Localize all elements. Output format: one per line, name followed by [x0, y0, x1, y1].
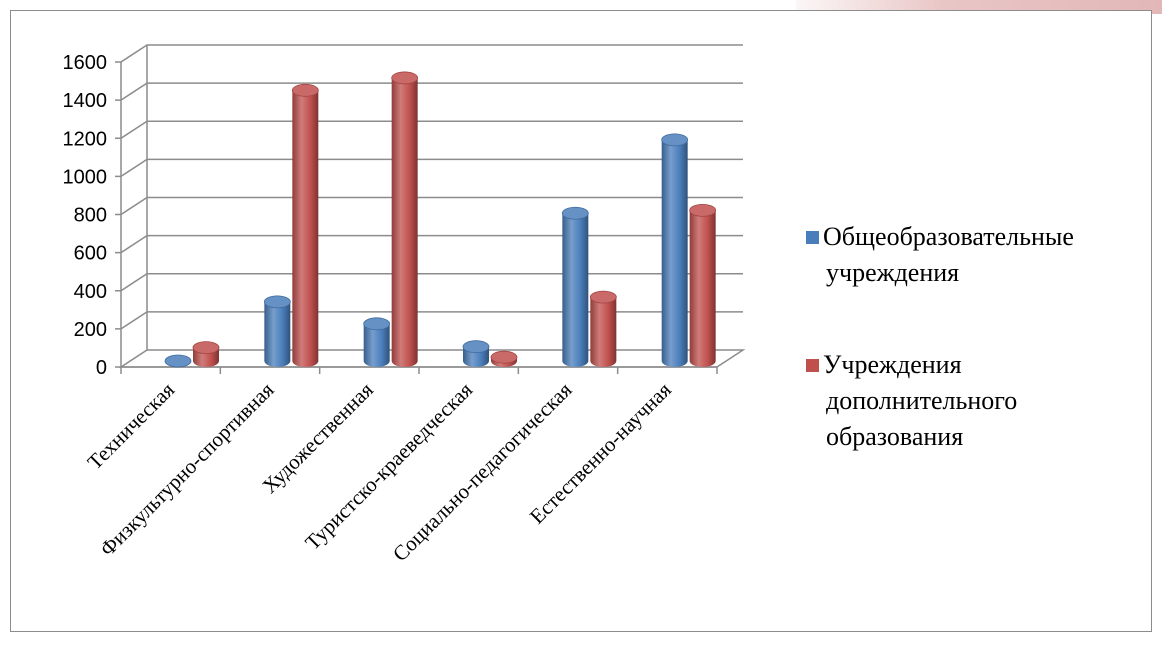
bars	[164, 71, 717, 368]
legend-swatch	[806, 231, 819, 244]
y-tick-label: 1000	[63, 166, 108, 188]
gridline	[120, 44, 743, 63]
gridline	[120, 120, 743, 139]
y-tick-label: 600	[74, 243, 107, 265]
gridline	[120, 82, 743, 101]
chart-walls	[118, 45, 746, 368]
bar	[192, 341, 220, 367]
y-tick-label: 1400	[63, 90, 108, 112]
bar	[661, 133, 689, 367]
bar-top	[561, 206, 589, 220]
bar-chart: 0 200 400 600 800 1000 1200 1400 1600 Техническа…	[63, 44, 1074, 566]
gridline	[120, 234, 743, 254]
bar	[490, 350, 518, 367]
bar-body	[391, 77, 418, 367]
category-label: Социально-педагогическая	[388, 377, 577, 566]
bar-body	[590, 297, 617, 367]
bar-top	[689, 204, 717, 217]
bar-top	[490, 350, 518, 364]
bar	[363, 317, 391, 367]
legend-swatch	[806, 359, 819, 372]
bar-top	[263, 295, 291, 309]
bar	[263, 295, 291, 367]
bar	[561, 206, 589, 367]
y-tick-label: 1600	[63, 52, 108, 74]
bar-top	[291, 83, 319, 97]
bar-top	[462, 340, 490, 354]
gridline	[120, 158, 743, 178]
bar-body	[689, 210, 716, 367]
gridline	[120, 311, 743, 330]
y-tick-label: 1200	[63, 128, 108, 150]
bar-top	[589, 290, 617, 304]
y-tick-labels: 0 200 400 600 800 1000 1200 1400 1600	[63, 52, 108, 379]
bar-top	[164, 354, 192, 368]
bar	[462, 340, 490, 367]
category-label: Физкультурно-спортивная	[95, 377, 279, 561]
bar	[589, 290, 617, 367]
chart-frame: 0 200 400 600 800 1000 1200 1400 1600 Техническа…	[10, 10, 1152, 632]
bar-body	[264, 301, 291, 367]
category-label: Туристско-краеведческая	[300, 377, 477, 554]
category-label: Техническая	[83, 377, 180, 474]
y-tick-label: 0	[96, 357, 107, 379]
gridlines	[120, 44, 743, 330]
bar-body	[661, 139, 688, 367]
legend-label: дополнительного	[826, 386, 1017, 415]
gridline	[120, 196, 743, 216]
bar-top	[363, 317, 391, 331]
y-tick-label: 800	[74, 205, 107, 227]
legend-label: образования	[826, 422, 963, 451]
legend-label: Общеобразовательные	[823, 222, 1074, 251]
bar	[291, 83, 319, 367]
legend-label: Учреждения	[823, 350, 962, 379]
bar-body	[292, 90, 319, 367]
bar-top	[192, 341, 220, 355]
gridline	[120, 273, 743, 292]
y-tick-label: 200	[74, 319, 107, 341]
bar-top	[661, 133, 689, 147]
legend-label: учреждения	[826, 258, 959, 287]
bar-body	[562, 213, 589, 367]
bar	[164, 354, 192, 368]
x-tick-labels: ТехническаяФизкультурно-спортивнаяХудоже…	[83, 377, 677, 566]
bar	[689, 204, 717, 367]
bar-body	[363, 323, 390, 367]
legend: Общеобразовательные учреждения Учреждения д…	[806, 222, 1074, 451]
bar	[391, 71, 419, 367]
bar-top	[391, 71, 419, 85]
y-tick-label: 400	[74, 281, 107, 303]
axes	[115, 61, 718, 374]
